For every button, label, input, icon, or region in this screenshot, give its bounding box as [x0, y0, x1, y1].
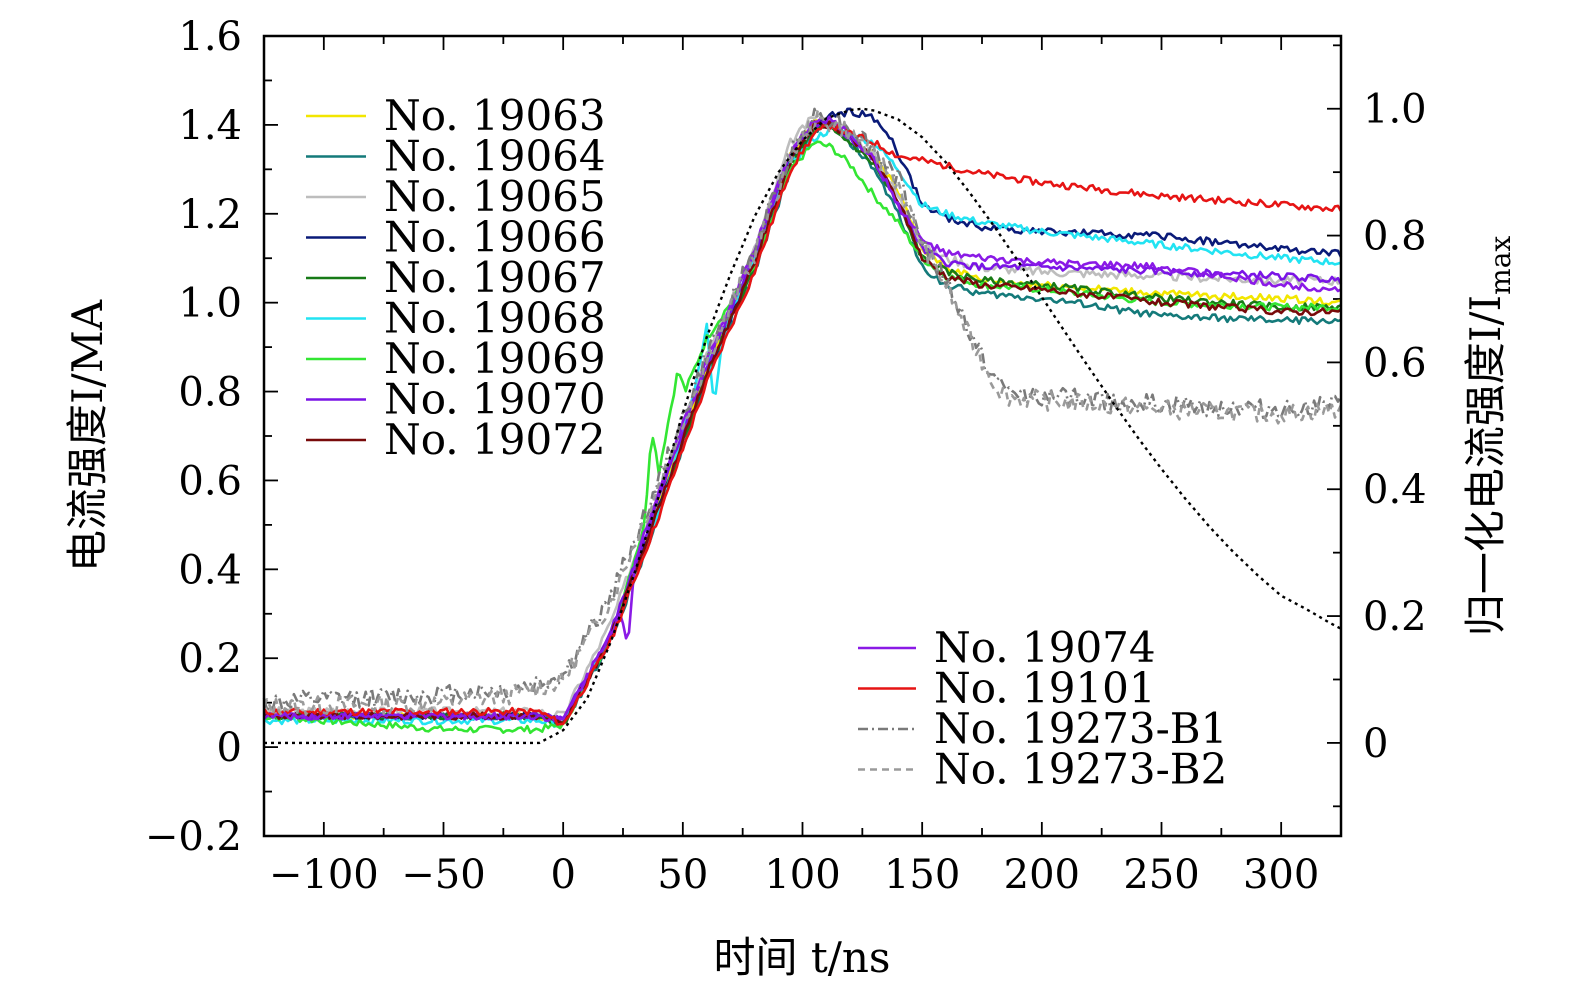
x-tick-label: 300	[1243, 852, 1319, 898]
y2-tick-label: 0	[1363, 721, 1388, 767]
legend-label: No. 19074	[934, 623, 1156, 672]
y2-axis-title-sub: max	[1484, 236, 1517, 295]
y-axis-title: 电流强度I/MA	[63, 299, 112, 572]
legend-label: No. 19070	[384, 375, 606, 424]
x-axis-title: 时间 t/ns	[714, 933, 891, 982]
series-line	[263, 126, 1342, 729]
x-tick-label: 150	[884, 852, 960, 898]
y2-tick-label: 0.8	[1363, 214, 1427, 260]
y-tick-label: 0.8	[178, 370, 242, 416]
x-tick-label: −50	[401, 852, 485, 898]
legend-label: No. 19069	[384, 334, 606, 383]
x-tick-label: 250	[1123, 852, 1199, 898]
y2-tick-label: 1.0	[1363, 87, 1427, 133]
legend-label: No. 19072	[384, 415, 606, 464]
plot-frame	[262, 34, 1343, 838]
y-tick-label: 0	[217, 725, 242, 771]
y-tick-label: 1.2	[178, 192, 242, 238]
legend-label: No. 19273-B2	[934, 745, 1227, 794]
y2-tick-label: 0.4	[1363, 467, 1427, 513]
y-tick-label: 1.4	[178, 103, 242, 149]
x-tick-label: −100	[269, 852, 379, 898]
x-tick-label: 50	[657, 852, 708, 898]
y2-axis-title: 归一化电流强度I/Imax	[1461, 236, 1517, 637]
legend-label: No. 19101	[934, 664, 1156, 713]
legend-label: No. 19064	[384, 132, 606, 181]
legend-label: No. 19063	[384, 91, 606, 140]
y-tick-label: 1.0	[178, 281, 242, 327]
x-tick-label: 0	[550, 852, 575, 898]
y2-tick-label: 0.2	[1363, 594, 1427, 640]
legend-label: No. 19273-B1	[934, 704, 1227, 753]
y-tick-label: 0.2	[178, 636, 242, 682]
legend-label: No. 19068	[384, 294, 606, 343]
legend-label: No. 19067	[384, 253, 606, 302]
series-line	[262, 113, 1342, 718]
series-layer	[262, 107, 1343, 745]
y-tick-label: 0.4	[178, 547, 242, 593]
y2-tick-label: 0.6	[1363, 340, 1427, 386]
legend-label: No. 19066	[384, 213, 606, 262]
legend-label: No. 19065	[384, 172, 606, 221]
x-tick-label: 200	[1004, 852, 1080, 898]
y2-axis-title-main: 归一化电流强度I/I	[1461, 295, 1510, 636]
series-line	[263, 125, 1342, 727]
y-tick-label: 0.6	[178, 458, 242, 504]
y-tick-label: 1.6	[178, 14, 242, 60]
series-line	[262, 123, 1343, 726]
series-line	[262, 110, 1343, 717]
tick-labels: −100 −50 0 50 100 150 200 250 300 −0.2 0 0.2 0.4 0.6 0…	[145, 14, 1427, 898]
x-tick-label: 100	[764, 852, 840, 898]
y-tick-label: −0.2	[145, 814, 242, 860]
